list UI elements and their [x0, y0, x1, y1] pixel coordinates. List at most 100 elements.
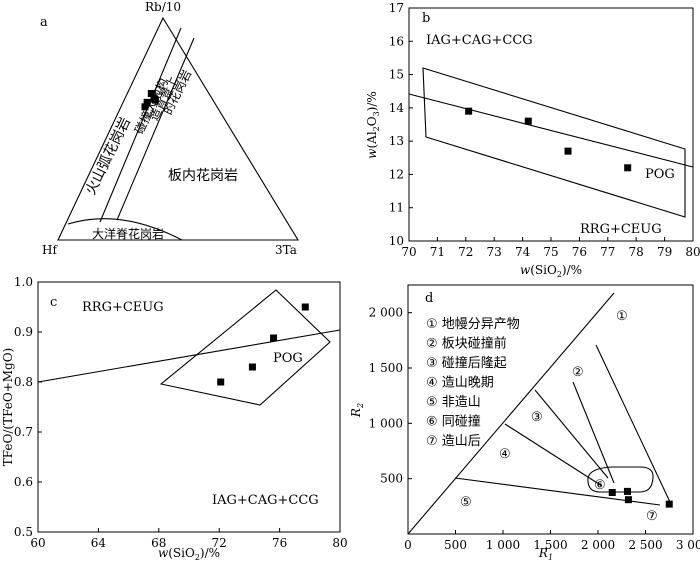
panel-b-xtick-label: 72: [458, 245, 473, 259]
panel-d-legend-entry: ① 地幔分异产物: [426, 317, 520, 332]
panel-b-ytick-label: 12: [389, 167, 404, 181]
panel-a: a Rb/10 Hf 3Ta 碰撞大地构 造背景上 的花岗岩 火山弧花岗岩 板内…: [40, 0, 299, 257]
vertex-right-label: 3Ta: [275, 243, 297, 257]
panel-c-xtick-label: 64: [91, 536, 107, 550]
panel-d-xtick-label: 1 500: [533, 538, 567, 552]
panel-d-legend-entry: ③ 碰撞后隆起: [426, 356, 507, 371]
panel-b-xtick-label: 78: [629, 245, 644, 259]
panel-b-xtick-label: 77: [600, 245, 615, 259]
panel-d-line-1: [407, 292, 615, 535]
panel-b-xtick-label: 75: [543, 245, 558, 259]
panel-c-xtick-label: 80: [332, 536, 347, 550]
panel-d-field-num-5: ⑤: [460, 495, 472, 510]
panel-d-label: d: [425, 291, 433, 306]
panel-d-line-3b: [534, 389, 609, 479]
boundary-org: [67, 218, 183, 241]
panel-d-data-point: [665, 500, 673, 508]
panel-b-xtick-label: 79: [657, 245, 672, 259]
panel-d-field-num-3: ③: [531, 410, 543, 425]
panel-b-region-pog: POG: [645, 167, 675, 182]
panel-d-line-4: [504, 423, 603, 487]
panel-d-xtick-label: 0: [404, 538, 412, 552]
panel-d-xtick-label: 3 000: [676, 538, 700, 552]
panel-d-field-num-2: ②: [572, 365, 584, 380]
panel-b-xlabel: w(SiO2)/%: [520, 263, 582, 279]
panel-b-ytick-label: 17: [389, 1, 404, 15]
panel-c-xtick-label: 60: [30, 536, 45, 550]
panel-d-legend-entry: ⑦ 造山后: [426, 434, 481, 449]
panel-b-data-point: [624, 164, 632, 172]
panel-d-legend-entry: ② 板块碰撞前: [426, 336, 507, 352]
panel-b-data-point: [524, 117, 532, 125]
panel-b-label: b: [422, 11, 430, 26]
panel-c-frame: [37, 281, 341, 533]
panel-b-xtick-label: 71: [430, 245, 445, 259]
panel-a-data-point: [151, 96, 159, 104]
panel-d-field-num-1: ①: [616, 309, 628, 324]
panel-c-ytick-label: 0.6: [14, 475, 33, 489]
field-wpg: 板内花岗岩: [168, 168, 238, 184]
panel-c-ytick-label: 0.7: [14, 425, 33, 439]
panel-b-xtick-label: 74: [515, 245, 531, 259]
ternary-triangle: [57, 16, 299, 241]
panel-d-line-2: [595, 344, 671, 503]
panel-d: d 0 500 1 000 1 500 2 000 2 500 3 000 500 1 000 1…: [349, 284, 700, 562]
panel-c-xlabel: w(SiO2)/%: [158, 546, 220, 562]
panel-d-field-num-7: ⑦: [646, 509, 658, 524]
panel-c-ylabel: TFeO/(TFeO+MgO): [1, 348, 15, 467]
panel-b-data-point: [465, 107, 473, 115]
panel-c-xtick-label: 76: [272, 536, 287, 550]
panel-c-region-rrg: RRG+CEUG: [82, 300, 164, 315]
panel-b-ytick-label: 15: [389, 68, 404, 82]
panel-b-ytick-label: 10: [389, 234, 404, 248]
panel-a-data-point: [147, 89, 155, 97]
panel-a-data-point: [141, 103, 149, 111]
panel-d-data-point: [608, 489, 616, 496]
panel-b: b 70 71 72 73 74 75 76 77 78 79 80 10 11 12 13 14 15 16 17…: [365, 1, 700, 279]
panel-b-xtick-label: 76: [572, 245, 587, 259]
panel-c-data-point: [301, 303, 309, 311]
panel-d-legend-entry: ⑥ 同碰撞: [426, 415, 481, 430]
panel-b-ytick-label: 13: [389, 134, 404, 148]
panel-d-data-point: [623, 487, 631, 495]
field-org: 大洋脊花岗岩: [92, 226, 164, 241]
panel-a-label: a: [40, 15, 48, 30]
panel-b-xtick-label: 80: [685, 245, 700, 259]
panel-c-ytick-label: 0.9: [14, 325, 33, 339]
panel-d-ytick-label: 2 000: [369, 306, 403, 320]
panel-d-xtick-label: 500: [444, 538, 467, 552]
panel-b-ytick-label: 14: [389, 101, 405, 115]
panel-d-legend: ① 地幔分异产物 ② 板块碰撞前 ③ 碰撞后隆起 ④ 造山晚期 ⑤ 非造山 ⑥ 同碰撞 ⑦ …: [426, 317, 520, 449]
panel-d-ylabel: R2: [349, 403, 365, 418]
panel-d-ytick-label: 1 000: [369, 416, 403, 430]
panel-c-data-point: [217, 378, 225, 386]
panel-c-region-iag: IAG+CAG+CCG: [212, 493, 319, 508]
panel-b-ylabel: w(Al2O3)/%: [365, 91, 381, 159]
panel-b-region-rrg: RRG+CEUG: [580, 222, 662, 237]
vertex-top-label: Rb/10: [145, 0, 181, 14]
panel-d-legend-entry: ④ 造山晚期: [426, 376, 494, 391]
panel-d-data-point: [624, 496, 632, 504]
panel-c: c 60 64 68 72 76 80 0.5 0.6 0.7 0.8 0.9 1.0 TFeO/(T…: [1, 275, 348, 562]
panel-d-xtick-label: 2 500: [628, 538, 662, 552]
panel-d-field-num-4: ④: [499, 447, 511, 462]
panel-c-region-pog: POG: [273, 351, 303, 366]
panel-d-field-num-6: ⑥: [594, 478, 606, 493]
panel-d-ytick-label: 500: [380, 472, 403, 486]
panel-c-pog-field: [159, 289, 331, 406]
panel-d-ytick-label: 1 500: [369, 361, 403, 375]
panel-a-data-point: [143, 98, 151, 106]
panel-c-divider: [37, 329, 341, 383]
panel-d-syn-collision-field: [587, 466, 654, 493]
panel-d-legend-entry: ⑤ 非造山: [426, 395, 481, 410]
panel-c-ytick-label: 0.8: [14, 375, 33, 389]
vertex-left-label: Hf: [42, 243, 58, 257]
panel-c-ytick-label: 0.5: [14, 525, 33, 539]
panel-c-data-point: [248, 363, 256, 371]
panel-c-label: c: [50, 295, 57, 310]
panel-c-ytick-label: 1.0: [14, 275, 33, 289]
panel-c-data-point: [270, 334, 278, 342]
panel-b-pog-field: [422, 67, 686, 218]
panel-b-xtick-label: 70: [401, 245, 416, 259]
panel-b-ytick-label: 16: [389, 34, 404, 48]
